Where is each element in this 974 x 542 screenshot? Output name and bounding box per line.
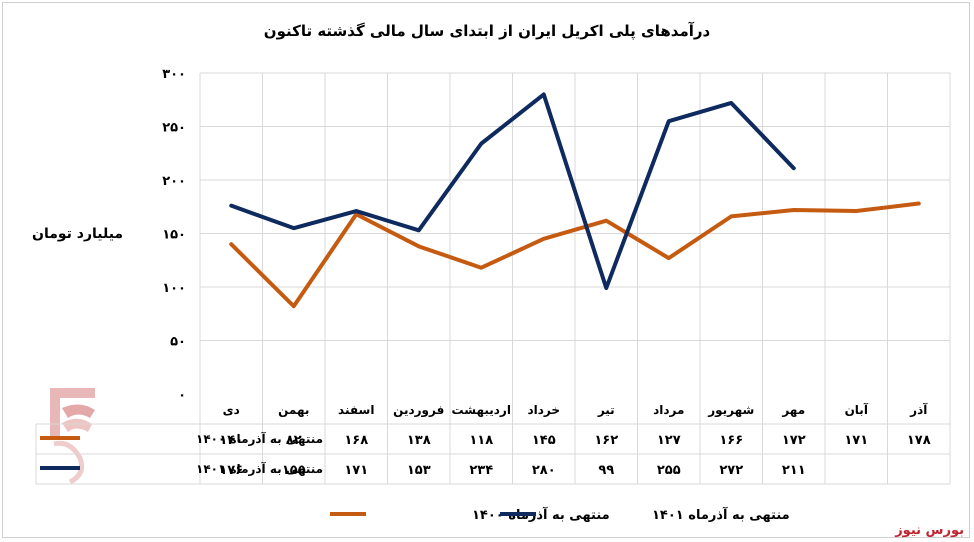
y-tick-label: ۵۰: [170, 335, 186, 350]
x-tick-label: بهمن: [278, 403, 309, 417]
y-tick-label: ۲۵۰: [162, 121, 186, 136]
data-label: ۲۷۲: [719, 463, 743, 478]
data-label: ۱۷۶: [219, 463, 243, 478]
x-tick-label: اسفند: [338, 403, 374, 417]
x-tick-label: آذر: [909, 402, 928, 417]
y-tick-label: ۳۰۰: [162, 67, 186, 82]
data-label: ۱۵۵: [282, 463, 306, 478]
data-label: ۱۱۸: [469, 433, 493, 448]
table-series-label: منتهی به آذرماه ۱۴۰۰: [196, 431, 323, 446]
x-tick-label: آبان: [845, 402, 869, 417]
x-tick-label: تیر: [597, 403, 615, 417]
data-label: ۱۳۸: [407, 433, 431, 448]
data-label: ۱۴۵: [532, 433, 556, 448]
series-line-1: [229, 201, 921, 309]
series-line-2: [229, 92, 796, 291]
x-tick-label: مرداد: [653, 403, 684, 417]
data-label: ۲۸۰: [532, 463, 556, 478]
x-tick-label: اردیبهشت: [452, 403, 511, 417]
legend-label: منتهی به آذرماه ۱۴۰۱: [652, 506, 790, 523]
y-tick-label: ۱۵۰: [162, 228, 186, 243]
data-label: ۱۷۱: [844, 433, 868, 448]
data-label: ۱۷۱: [344, 463, 368, 478]
data-label: ۲۳۴: [469, 463, 493, 478]
y-axis-label: میلیارد تومان: [32, 226, 124, 242]
data-label: ۲۱۱: [782, 463, 806, 478]
y-tick-label: ۲۰۰: [162, 174, 186, 189]
data-label: ۱۵۳: [407, 463, 431, 478]
data-label: ۱۶۲: [594, 433, 618, 448]
data-label: ۱۴۰: [219, 433, 243, 448]
table-series-label: منتهی به آذرماه ۱۴۰۱: [196, 461, 323, 476]
brand-logo-icon: [50, 388, 95, 485]
data-label: ۱۷۲: [782, 433, 806, 448]
x-tick-label: مهر: [781, 403, 805, 417]
data-label: ۱۷۸: [907, 433, 931, 448]
legend-label: منتهی به آذرماه ۱۴۰۰: [472, 506, 610, 523]
x-tick-label: فروردین: [393, 403, 444, 418]
y-tick-label: ۰: [178, 388, 186, 403]
data-label: ۲۵۵: [657, 463, 681, 478]
data-label: ۱۶۸: [344, 433, 368, 448]
data-label: ۱۶۶: [719, 433, 743, 448]
x-tick-label: خرداد: [527, 403, 560, 417]
brand-name: بورس نیوز: [895, 523, 964, 538]
y-tick-label: ۱۰۰: [162, 281, 186, 296]
data-label: ۸۲: [286, 433, 302, 448]
x-tick-label: شهریور: [707, 403, 754, 418]
data-label: ۱۲۷: [657, 433, 681, 448]
chart-title: درآمدهای پلی اکریل ایران از ابتدای سال م…: [263, 22, 711, 40]
x-tick-label: دی: [223, 403, 240, 417]
data-label: ۹۹: [598, 463, 614, 478]
